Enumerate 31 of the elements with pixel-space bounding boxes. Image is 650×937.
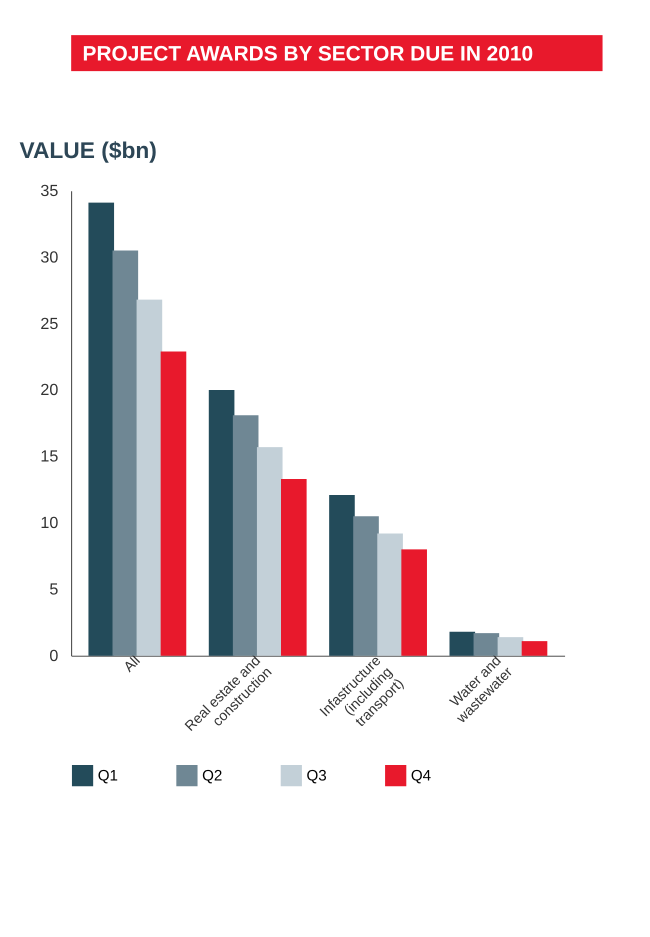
legend-label: Q4: [410, 767, 432, 784]
bar: [522, 641, 548, 656]
y-tick-label: 5: [49, 580, 58, 598]
y-axis-title: VALUE ($bn): [19, 136, 157, 163]
chart-title: PROJECT AWARDS BY SECTOR DUE IN 2010: [82, 42, 534, 66]
bar: [449, 632, 476, 656]
bar: [498, 637, 524, 656]
bar: [160, 351, 186, 656]
y-tick-label: 30: [40, 248, 58, 266]
legend-label: Q2: [202, 767, 222, 784]
bar: [208, 390, 234, 656]
bar: [401, 549, 427, 656]
bar: [256, 447, 283, 656]
y-tick-label: 35: [40, 182, 58, 200]
legend-label: Q1: [98, 767, 118, 784]
x-tick-label: All: [121, 652, 144, 676]
bar: [377, 533, 403, 656]
bar: [136, 300, 162, 656]
bar: [88, 202, 114, 656]
y-tick-label: 10: [40, 514, 58, 532]
y-tick-label: 20: [40, 381, 58, 400]
bar: [329, 494, 355, 656]
legend-label: Q3: [306, 767, 327, 784]
y-tick-label: 25: [40, 314, 58, 333]
bar: [353, 516, 379, 656]
bar: [281, 479, 307, 656]
bar: [112, 250, 138, 656]
y-tick-label: 15: [40, 448, 58, 466]
bar: [232, 415, 258, 656]
bar: [474, 633, 500, 656]
y-tick-label: 0: [49, 646, 58, 665]
